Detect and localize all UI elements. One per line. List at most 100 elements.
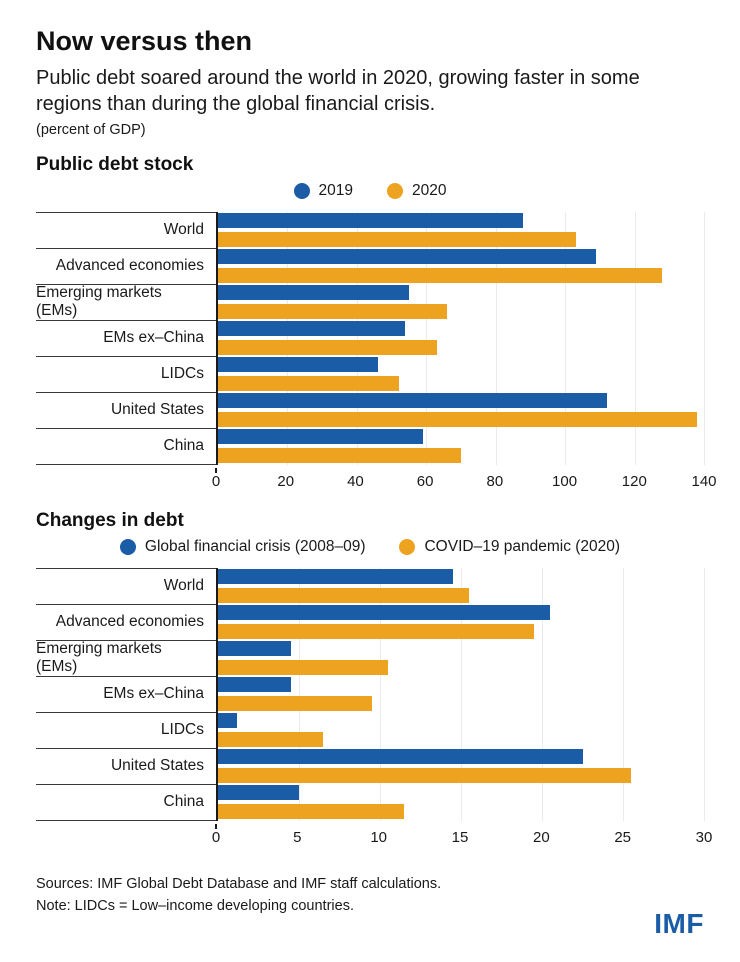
- x-tick-label: 120: [621, 472, 647, 490]
- x-tick-label: 40: [347, 472, 364, 490]
- category-label: China: [36, 783, 216, 820]
- bar-series2: [218, 587, 470, 603]
- bar-series1: [218, 284, 409, 300]
- x-tick-label: 20: [532, 828, 550, 846]
- chart-title: Public debt stock: [36, 153, 194, 175]
- bar-series1: [218, 356, 378, 372]
- note-text: Note: LIDCs = Low–income developing coun…: [36, 897, 354, 914]
- axis-tick: [215, 823, 217, 829]
- axis-spacer: [36, 468, 216, 492]
- bar-series1: [218, 212, 524, 228]
- gridline: [704, 567, 705, 821]
- x-tick-label: 80: [486, 472, 504, 490]
- bar-series1: [218, 428, 423, 444]
- chart-section-debt-stock: Public debt stock 2019 2020 World Advanced…: [36, 153, 717, 492]
- bar-row: [218, 784, 704, 820]
- bar-row: [218, 320, 704, 356]
- legend-label: Global financial crisis (2008–09): [144, 537, 366, 555]
- x-axis-ticks: 0 5 10 15 20 25 30: [212, 823, 712, 848]
- legend-label: 2020: [412, 181, 447, 199]
- x-tick-label: 10: [370, 828, 387, 846]
- gridline: [495, 211, 497, 465]
- bar-row: [218, 748, 704, 784]
- legend-item: 2020: [387, 182, 446, 200]
- x-tick-label: 140: [691, 472, 717, 490]
- legend-label: 2019: [318, 181, 353, 199]
- bar-row: [218, 284, 704, 320]
- bar-series1: [218, 676, 291, 692]
- bar-series1: [218, 320, 406, 336]
- plot-area: [216, 567, 705, 821]
- bar-series2: [218, 339, 437, 355]
- gridline: [541, 567, 543, 821]
- axis-tick: [215, 467, 217, 473]
- x-tick-label: 20: [277, 472, 295, 490]
- bar-series1: [218, 784, 299, 800]
- x-axis: 0 20 40 60 80 100 120 140: [36, 467, 717, 492]
- legend: 2019 2020: [36, 182, 704, 200]
- bar-chart: World Advanced economies Emerging markets …: [36, 211, 705, 465]
- unit-label: (percent of GDP): [36, 121, 146, 138]
- category-label: Advanced economies: [36, 603, 216, 640]
- bar-row: [218, 676, 704, 712]
- axis-spacer: [36, 824, 216, 848]
- legend-dot-icon: [119, 538, 136, 555]
- bar-row: [218, 712, 704, 748]
- category-label: Emerging markets (EMs): [36, 283, 216, 320]
- bar-row: [218, 392, 704, 428]
- legend-item: 2019: [293, 181, 353, 200]
- bar-series1: [218, 640, 291, 656]
- bar-series2: [218, 411, 698, 427]
- bar-series2: [218, 447, 461, 463]
- category-label: United States: [36, 747, 216, 784]
- bar-row: [218, 604, 704, 640]
- legend-dot-icon: [399, 538, 416, 555]
- category-label: EMs ex–China: [36, 319, 216, 356]
- legend-label: COVID–19 pandemic (2020): [424, 537, 621, 555]
- x-tick-label: 0: [211, 472, 221, 490]
- bar-series2: [218, 231, 576, 247]
- gridline: [634, 211, 636, 465]
- gridline: [298, 567, 300, 821]
- category-label: LIDCs: [36, 355, 216, 392]
- gridline: [287, 211, 289, 465]
- x-axis-ticks: 0 20 40 60 80 100 120 140: [212, 467, 717, 492]
- gridline: [623, 567, 624, 821]
- x-tick-label: 25: [614, 828, 631, 846]
- chart-section-debt-changes: Changes in debt Global financial crisis …: [36, 509, 712, 848]
- x-tick-label: 100: [552, 472, 578, 490]
- x-tick-label: 15: [451, 828, 469, 846]
- category-label: Advanced economies: [36, 247, 216, 284]
- category-label: Emerging markets (EMs): [36, 639, 216, 676]
- gridline: [426, 211, 428, 465]
- bar-series2: [218, 695, 372, 711]
- bar-series1: [218, 748, 583, 764]
- bar-series2: [218, 375, 399, 391]
- legend-item: COVID–19 pandemic (2020): [399, 538, 620, 556]
- category-label: EMs ex–China: [36, 675, 216, 712]
- bar-row: [218, 428, 704, 464]
- gridline: [461, 567, 462, 821]
- category-label: World: [36, 211, 216, 248]
- category-label: China: [36, 427, 216, 464]
- x-tick-label: 5: [293, 828, 302, 846]
- bar-series2: [218, 731, 324, 747]
- bar-series2: [218, 803, 405, 819]
- legend-dot-icon: [293, 182, 310, 199]
- bar-series2: [218, 267, 663, 283]
- bar-chart: World Advanced economies Emerging markets …: [36, 567, 705, 821]
- chart-title: Changes in debt: [36, 509, 184, 531]
- x-axis: 0 5 10 15 20 25 30: [36, 823, 712, 848]
- bar-series1: [218, 248, 597, 264]
- gridline: [356, 211, 358, 465]
- gridline: [704, 211, 705, 465]
- bar-row: [218, 640, 704, 676]
- bar-series1: [218, 568, 453, 584]
- legend-item: Global financial crisis (2008–09): [119, 537, 366, 556]
- labels-column: World Advanced economies Emerging markets …: [36, 567, 216, 821]
- x-tick-label: 60: [416, 472, 434, 490]
- bar-series2: [218, 623, 534, 639]
- bar-row: [218, 356, 704, 392]
- imf-logo: IMF: [654, 908, 704, 939]
- labels-column: World Advanced economies Emerging markets …: [36, 211, 216, 465]
